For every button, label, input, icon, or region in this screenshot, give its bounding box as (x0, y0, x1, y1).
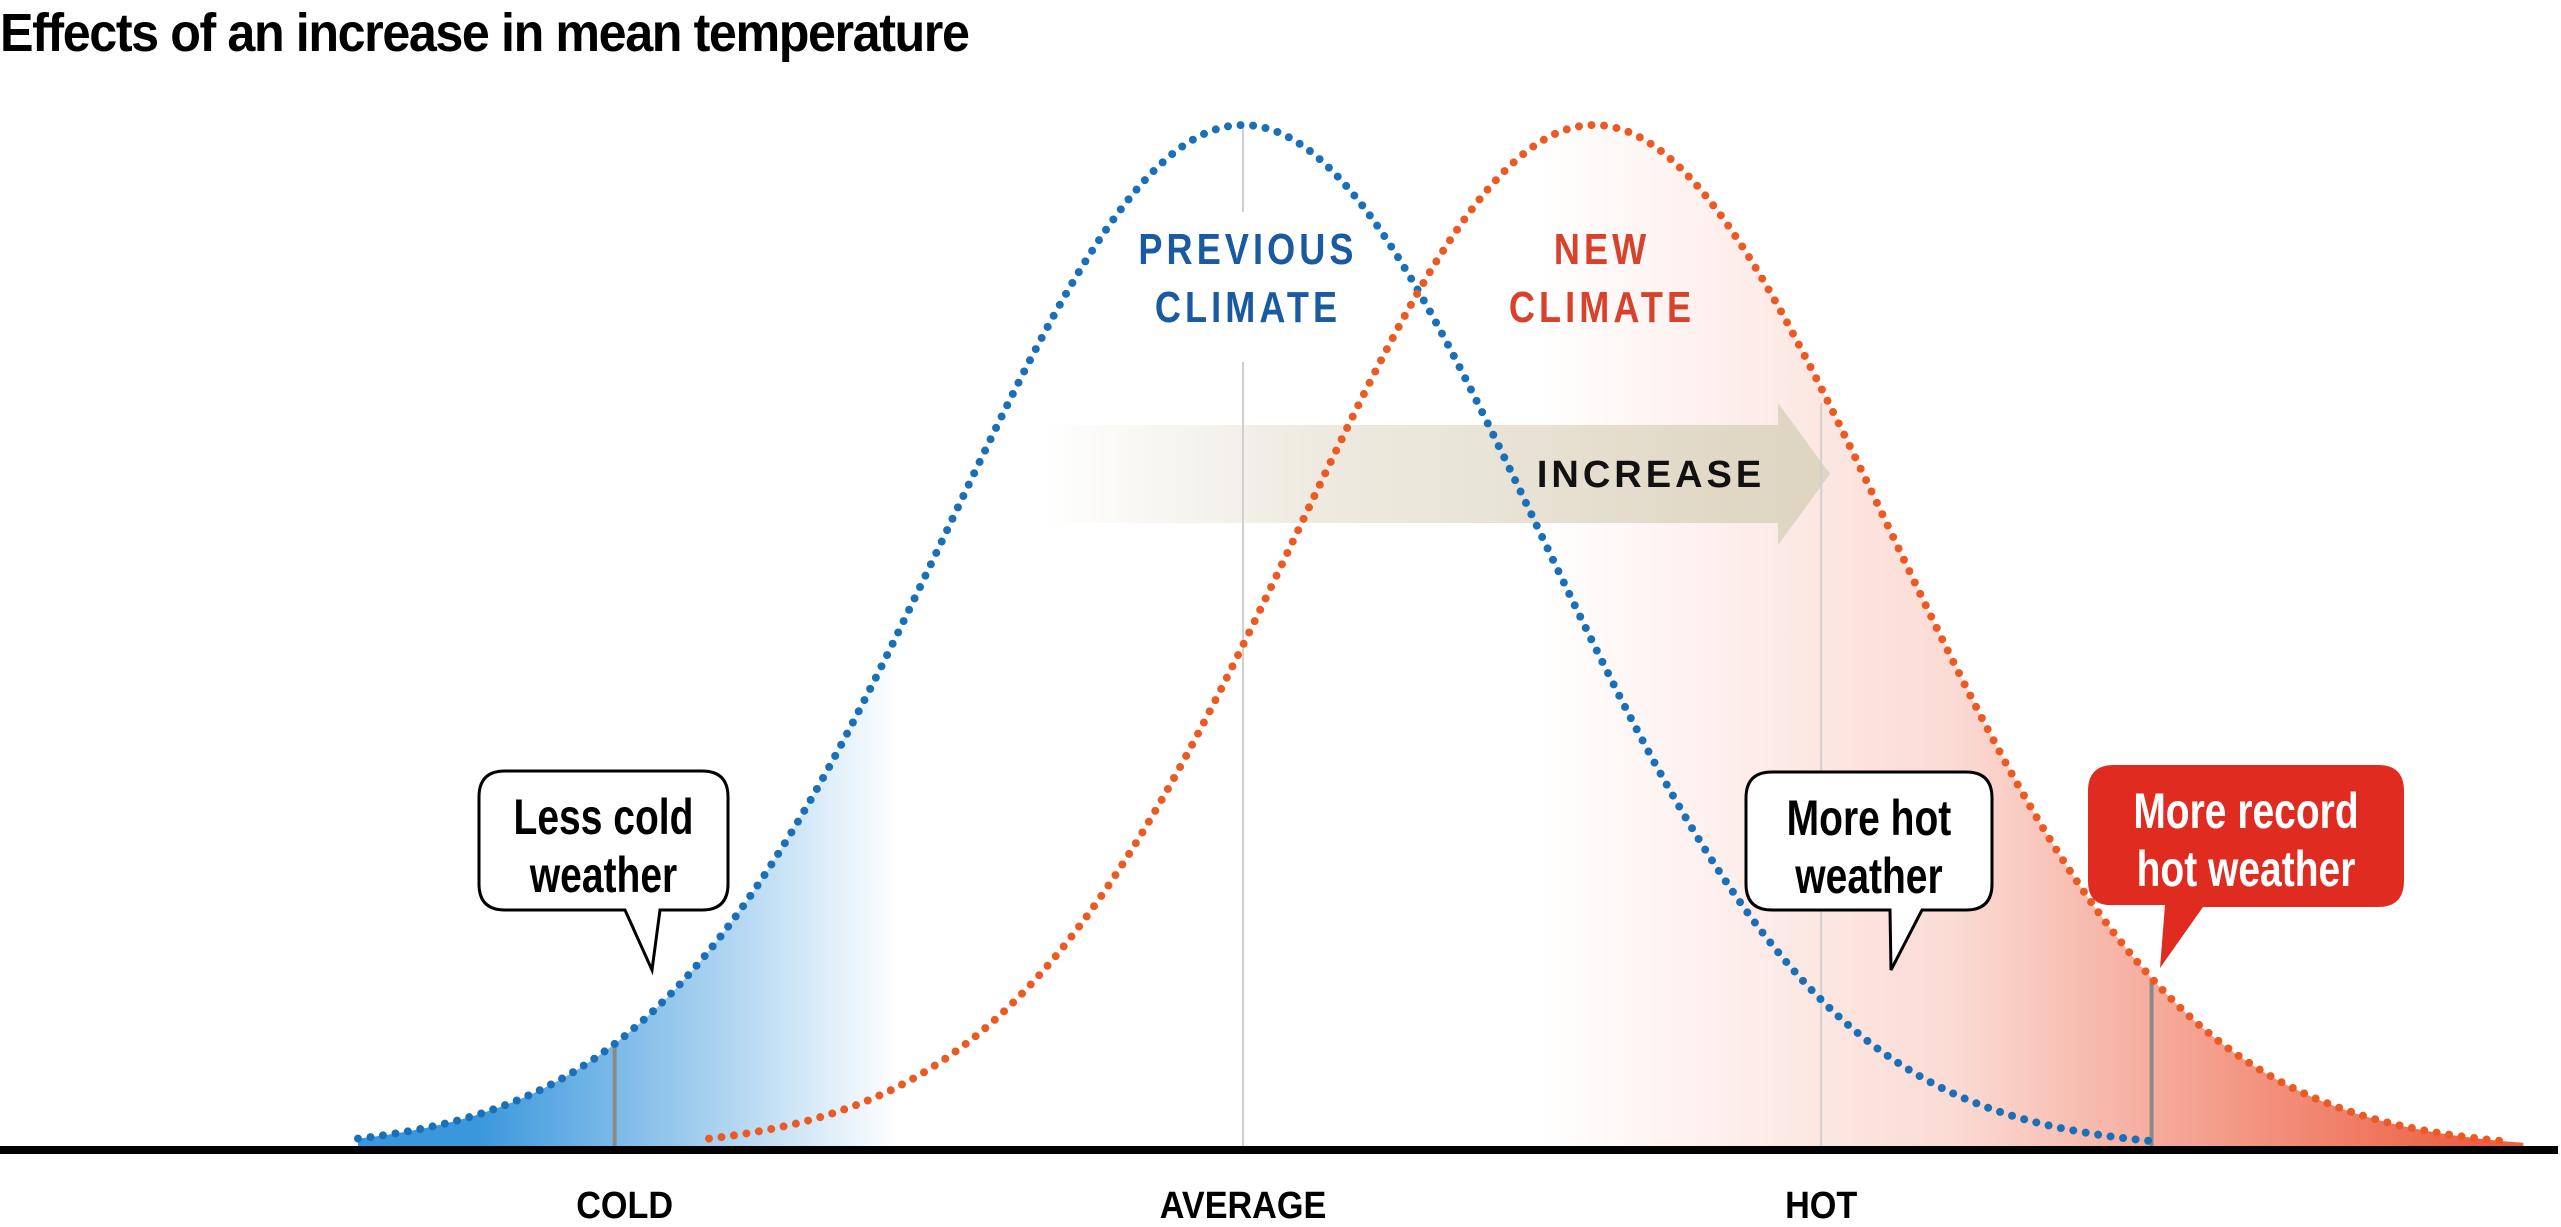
x-tick-label-cold: COLD (576, 1183, 673, 1226)
cold-tail-fill (358, 633, 898, 1150)
x-tick-label-average: AVERAGE (1160, 1183, 1326, 1226)
callout-text: weather (529, 846, 677, 903)
previous-climate-curve (354, 120, 2162, 1146)
callout-bubble (477, 769, 730, 976)
new-climate-curve (705, 120, 2513, 1146)
new-climate-label: CLIMATE (1509, 283, 1695, 332)
hot-tail-fill (1538, 125, 2524, 1150)
callout-text: hot weather (2137, 840, 2356, 897)
callout-bubble (2088, 765, 2404, 968)
new-climate-label: NEW (1554, 225, 1650, 274)
previous-climate-label: CLIMATE (1155, 283, 1341, 332)
previous-climate-label: PREVIOUS (1138, 225, 1357, 274)
callout-text: Less cold (514, 788, 694, 845)
x-tick-label-hot: HOT (1785, 1183, 1857, 1226)
chart-title: Effects of an increase in mean temperatu… (0, 3, 970, 63)
callout-text: More record (2133, 782, 2358, 839)
callout-text: More hot (1787, 789, 1952, 846)
increase-label: INCREASE (1537, 454, 1765, 496)
increase-arrow (1042, 403, 1831, 545)
callout-text: weather (1794, 847, 1942, 904)
callout-bubble (1744, 770, 1994, 971)
